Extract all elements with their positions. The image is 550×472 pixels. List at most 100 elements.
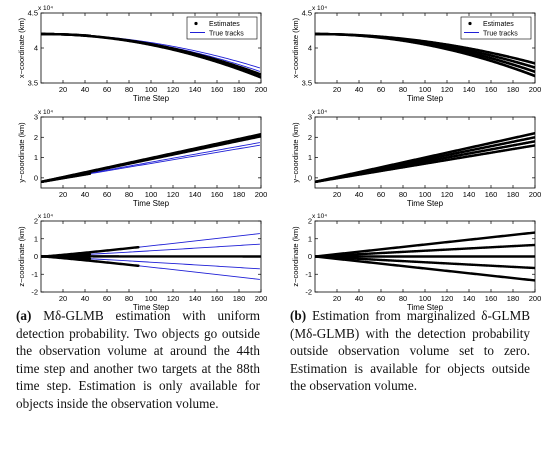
x-tick-label: 120 — [167, 190, 180, 199]
plot-content — [315, 231, 535, 282]
x-tick-label: 100 — [145, 294, 158, 303]
axis-exponent: x 10⁴ — [312, 109, 327, 116]
axis-exponent: x 10⁴ — [312, 213, 327, 220]
x-axis-label: Time Step — [407, 94, 444, 103]
x-tick-label: 80 — [399, 294, 407, 303]
estimate-points — [41, 32, 92, 37]
chart-b-y: 20 40 60 80 100 120 140 160 180 200 0 1 2 3x 10⁴ Time … — [291, 109, 541, 208]
legend-label-estimates: Estimates — [483, 21, 514, 28]
x-axis-label: Time Step — [407, 199, 444, 208]
plot-content — [41, 133, 261, 183]
x-axis-label: Time Step — [133, 94, 170, 103]
plot-content — [41, 233, 261, 280]
x-tick-label: 100 — [145, 85, 158, 94]
x-tick-label: 100 — [419, 190, 432, 199]
x-tick-label: 180 — [507, 294, 520, 303]
estimate-points — [41, 255, 140, 267]
x-tick-label: 40 — [355, 294, 363, 303]
x-tick-label: 20 — [333, 190, 341, 199]
y-axis-label: x−coordinate (km) — [291, 17, 300, 78]
y-tick-label: 4 — [308, 44, 312, 53]
x-tick-label: 120 — [441, 85, 454, 94]
x-tick-label: 180 — [233, 190, 246, 199]
y-axis-label: z−coordinate (km) — [291, 226, 300, 287]
y-tick-label: 1 — [34, 234, 38, 243]
x-tick-label: 20 — [333, 294, 341, 303]
x-tick-label: 100 — [419, 85, 432, 94]
x-tick-label: 80 — [399, 190, 407, 199]
y-tick-label: 2 — [308, 133, 312, 142]
x-tick-label: 200 — [255, 294, 268, 303]
plot-content — [315, 32, 535, 78]
x-tick-label: 200 — [529, 294, 542, 303]
y-tick-label: -1 — [305, 270, 312, 279]
x-tick-label: 20 — [59, 85, 67, 94]
axis-exponent: x 10⁴ — [38, 213, 53, 220]
y-tick-label: 1 — [308, 153, 312, 162]
x-tick-label: 40 — [81, 85, 89, 94]
legend-marker-estimates — [468, 21, 472, 26]
y-tick-label: 2 — [34, 133, 38, 142]
chart-a-x: 20 40 60 80 100 120 140 160 180 200 3.5 4 4.5x 10⁴ Ti… — [17, 5, 267, 103]
chart-b-z: 20 40 60 80 100 120 140 160 180 200 -2 -1 0 1 2x 10⁴ Ti… — [291, 213, 541, 312]
x-tick-label: 140 — [463, 85, 476, 94]
x-tick-label: 20 — [59, 294, 67, 303]
y-tick-label: 0 — [308, 252, 312, 261]
x-tick-label: 120 — [441, 190, 454, 199]
x-tick-label: 40 — [81, 294, 89, 303]
x-tick-label: 60 — [103, 85, 111, 94]
legend-box — [460, 16, 532, 40]
axis-exponent: x 10⁴ — [312, 5, 327, 12]
x-tick-label: 20 — [59, 190, 67, 199]
x-tick-label: 60 — [377, 190, 385, 199]
y-axis-label: y−coordinate (km) — [17, 122, 26, 183]
x-tick-label: 60 — [103, 294, 111, 303]
x-tick-label: 180 — [233, 85, 246, 94]
legend: Estimates True tracks — [460, 16, 532, 40]
chart-a-z: 20 40 60 80 100 120 140 160 180 200 -2 -1 0 1 2x 10⁴ Ti… — [17, 213, 267, 312]
y-tick-label: 4.5 — [302, 9, 312, 18]
estimate-points — [315, 255, 535, 282]
x-axis-label: Time Step — [407, 303, 444, 312]
x-axis-label: Time Step — [133, 199, 170, 208]
chart-a-y: 20 40 60 80 100 120 140 160 180 200 0 1 2 3x 10⁴ Time … — [17, 109, 267, 208]
legend: Estimates True tracks — [186, 16, 258, 40]
x-tick-label: 40 — [355, 190, 363, 199]
x-tick-label: 80 — [125, 190, 133, 199]
x-tick-label: 160 — [485, 85, 498, 94]
x-tick-label: 160 — [211, 294, 224, 303]
x-tick-label: 180 — [233, 294, 246, 303]
x-tick-label: 60 — [377, 294, 385, 303]
y-tick-label: 0 — [308, 173, 312, 182]
estimate-points — [315, 144, 535, 183]
x-tick-label: 120 — [167, 85, 180, 94]
x-tick-label: 180 — [507, 190, 520, 199]
plot-content — [41, 32, 261, 79]
x-tick-label: 140 — [189, 85, 202, 94]
x-tick-label: 60 — [103, 190, 111, 199]
y-tick-label: 3.5 — [302, 79, 312, 88]
axis-exponent: x 10⁴ — [38, 5, 53, 12]
x-tick-label: 80 — [125, 85, 133, 94]
x-tick-label: 40 — [355, 85, 363, 94]
caption-b-tag: (b) — [290, 308, 307, 323]
y-tick-label: 4 — [34, 44, 38, 53]
legend-label-estimates: Estimates — [209, 21, 240, 28]
legend-marker-estimates — [194, 21, 198, 26]
caption-b: (b) Estimation from marginalized δ-GLMB … — [290, 307, 530, 395]
legend-box — [186, 16, 258, 40]
x-tick-label: 120 — [167, 294, 180, 303]
x-tick-label: 60 — [377, 85, 385, 94]
chart-b-x: 20 40 60 80 100 120 140 160 180 200 3.5 4 4.5x 10⁴ Ti… — [291, 5, 541, 103]
legend-label-true-tracks: True tracks — [483, 31, 518, 38]
caption-b-text: Estimation from marginalized δ-GLMB (Mδ-… — [290, 308, 530, 393]
x-tick-label: 40 — [81, 190, 89, 199]
x-tick-label: 160 — [211, 85, 224, 94]
y-tick-label: 3 — [34, 113, 38, 122]
y-tick-label: -2 — [305, 288, 312, 297]
y-tick-label: 0 — [34, 252, 38, 261]
x-tick-label: 200 — [529, 85, 542, 94]
caption-a-tag: (a) — [16, 308, 32, 323]
y-tick-label: -1 — [31, 270, 38, 279]
